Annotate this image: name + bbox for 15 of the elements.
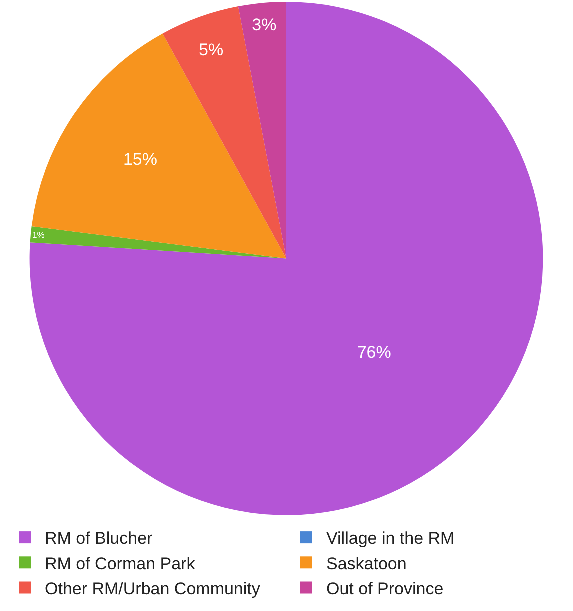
legend-label: Village in the RM [326,529,455,548]
pie-slice [32,34,286,259]
data-label: 5% [199,40,224,60]
pie-slice [30,2,544,516]
data-label: 1% [32,230,46,240]
data-label: 15% [123,150,158,169]
pie-slice [162,6,286,259]
legend-label: Out of Province [326,579,444,598]
data-label: 76% [357,342,392,362]
legend-label: Saskatoon [326,554,407,574]
legend-label: RM of Corman Park [45,554,196,574]
data-label: 3% [252,16,277,35]
legend-label: Other RM/Urban Community [45,579,261,598]
pie-slice [238,2,286,259]
legend-label: RM of Blucher [45,529,154,548]
